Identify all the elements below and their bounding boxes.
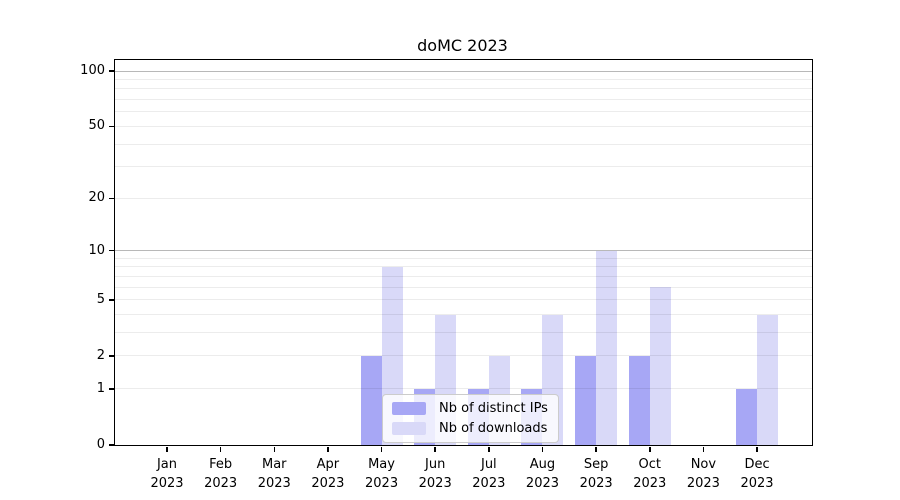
minor-gridline [115, 88, 812, 90]
minor-gridline [115, 125, 812, 127]
minor-gridline [115, 286, 812, 288]
x-axis-tick-label: Dec 2023 [740, 457, 774, 491]
x-axis-tick [756, 446, 758, 452]
y-axis-tick-label: 50 [88, 118, 105, 134]
x-axis-tick-label: Apr 2023 [311, 457, 345, 491]
y-axis-tick [108, 355, 114, 357]
minor-gridline [115, 299, 812, 301]
minor-gridline [115, 78, 812, 80]
plot-area: Nb of distinct IPs Nb of downloads 0 1 2 5 1… [80, 59, 813, 491]
x-axis-tick [273, 446, 276, 452]
y-axis-tick [108, 444, 114, 446]
bar-distinct-ips-sep [575, 356, 597, 445]
x-axis-tick-label: Sep 2023 [579, 457, 613, 491]
y-axis-tick [108, 388, 114, 390]
minor-gridline [115, 257, 812, 259]
y-axis-tick [108, 197, 114, 200]
y-axis-tick [108, 299, 114, 301]
minor-gridline [115, 111, 812, 113]
x-axis-tick [166, 446, 168, 452]
y-axis-tick-label: 5 [96, 291, 105, 307]
bar-downloads-dec [757, 314, 779, 445]
legend-item-downloads: Nb of downloads [392, 421, 548, 436]
x-axis-tick-label: Mar 2023 [257, 457, 291, 491]
major-gridline [115, 250, 812, 252]
x-axis-tick [219, 446, 222, 452]
y-axis-tick-label: 2 [96, 347, 105, 363]
x-axis-tick-label: Jan 2023 [150, 457, 184, 491]
y-axis-tick-label: 1 [96, 380, 105, 396]
minor-gridline [115, 388, 812, 390]
minor-gridline [115, 276, 812, 277]
x-axis-tick [488, 446, 490, 452]
legend-label-distinct-ips: Nb of distinct IPs [439, 401, 548, 416]
x-axis-tick [649, 446, 651, 452]
minor-gridline [115, 143, 812, 145]
x-axis-tick-label: Aug 2023 [525, 457, 560, 491]
x-axis-tick [327, 446, 329, 452]
minor-gridline [115, 314, 812, 316]
minor-gridline [115, 99, 812, 101]
x-axis-tick [434, 446, 436, 452]
legend-label-downloads: Nb of downloads [439, 421, 548, 436]
bar-distinct-ips-dec [736, 388, 758, 445]
legend-item-distinct-ips: Nb of distinct IPs [392, 401, 548, 416]
x-axis-tick [541, 446, 544, 452]
bar-distinct-ips-may [360, 356, 382, 445]
x-axis-tick-label: Nov 2023 [686, 457, 720, 491]
y-axis-tick [108, 70, 114, 72]
y-axis-tick [108, 125, 114, 128]
minor-gridline [115, 166, 812, 168]
chart-title: doMC 2023 [417, 36, 508, 55]
x-axis-tick-label: May 2023 [365, 457, 399, 491]
x-axis-tick-label: Jun 2023 [418, 457, 452, 491]
gridlines-layer [115, 60, 812, 445]
x-axis-tick-label: Oct 2023 [633, 457, 667, 491]
minor-gridline [115, 266, 812, 268]
major-gridline [115, 70, 812, 72]
bar-distinct-ips-oct [628, 356, 650, 445]
minor-gridline [115, 197, 812, 199]
y-axis-tick-label: 20 [88, 190, 105, 206]
legend: Nb of distinct IPs Nb of downloads [382, 394, 559, 443]
y-axis-tick-label: 100 [80, 63, 105, 78]
x-axis-tick [595, 446, 597, 452]
legend-swatch-distinct-ips-icon [392, 402, 426, 415]
minor-gridline [115, 332, 812, 334]
x-axis-tick-label: Feb 2023 [204, 457, 238, 491]
legend-swatch-downloads-icon [392, 422, 426, 435]
bar-downloads-oct [649, 287, 671, 445]
x-axis-tick-label: Jul 2023 [472, 457, 506, 491]
y-axis-tick-label: 0 [96, 437, 105, 452]
y-axis-tick [108, 249, 114, 252]
x-axis-tick [380, 446, 383, 452]
x-axis-tick [702, 446, 705, 452]
minor-gridline [115, 355, 812, 357]
y-axis-tick-label: 10 [88, 242, 105, 258]
bar-downloads-sep [596, 250, 618, 445]
